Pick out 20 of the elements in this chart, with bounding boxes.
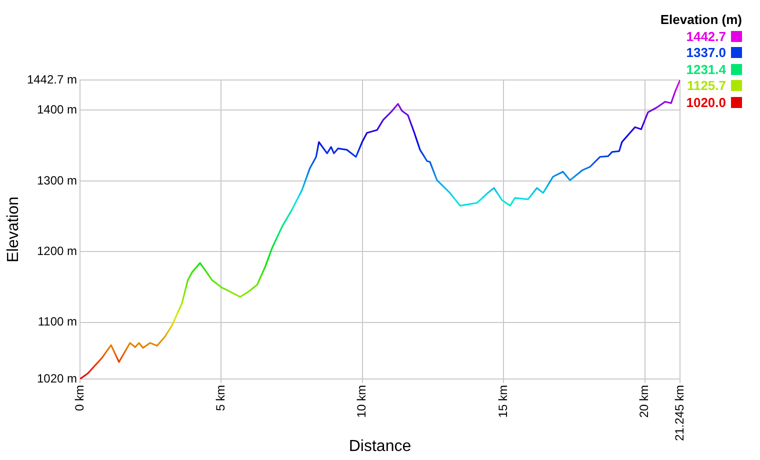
text: 1020.0 [686, 94, 726, 110]
text: 1125.7 [686, 78, 726, 93]
text: 1442.7 [686, 28, 726, 44]
x-tick-label: 5 km [214, 385, 228, 412]
x-tick-label: 20 km [637, 385, 652, 418]
color-bar-title: Elevation (m) [660, 12, 742, 28]
x-tick-label: 10 km [354, 385, 369, 418]
x-tick-label: 15 km [496, 385, 510, 418]
x-tick-label: 21.245 km [672, 385, 686, 442]
y-tick-label: 1300 m [36, 173, 77, 188]
y-tick-label: 1200 m [36, 244, 77, 258]
y-tick-label: 1020 m [36, 371, 77, 386]
x-tick-label: 0 km [72, 385, 86, 412]
y-tick-label: 1100 m [38, 314, 77, 329]
y-tick-label: 1400 m [36, 102, 77, 117]
text: 1231.4 [686, 62, 726, 76]
x-axis-title: Distance [348, 438, 412, 455]
y-axis-title: Elevation [5, 196, 22, 262]
y-tick-label: 1442.7 m [26, 72, 77, 86]
text: 1337.0 [686, 45, 726, 60]
